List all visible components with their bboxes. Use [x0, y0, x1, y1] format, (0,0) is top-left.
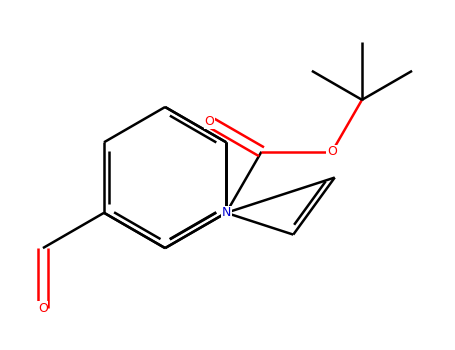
Text: O: O: [327, 145, 337, 158]
Text: O: O: [205, 115, 214, 128]
Text: O: O: [38, 302, 48, 315]
Text: N: N: [222, 206, 231, 219]
